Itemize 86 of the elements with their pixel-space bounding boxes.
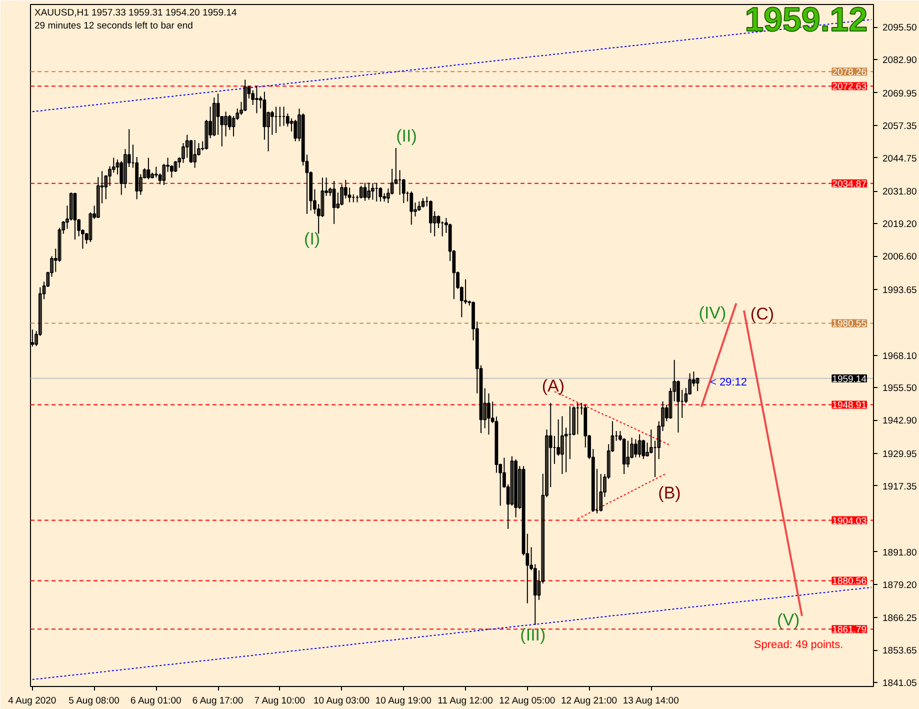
x-tick-label: 6 Aug 01:00 — [130, 696, 182, 706]
candlestick — [162, 163, 166, 186]
candlestick — [634, 438, 638, 458]
candlestick — [232, 116, 236, 137]
annotation: (V) — [777, 610, 800, 630]
y-tick-label: 1942.90 — [882, 416, 917, 427]
annotation: 1959.12 — [744, 1, 868, 40]
candlestick — [464, 278, 468, 305]
candlestick — [332, 180, 336, 224]
candlestick — [348, 187, 352, 203]
x-tick-label: 4 Aug 2020 — [8, 696, 56, 706]
y-tick-label: 2019.20 — [882, 219, 917, 230]
candlestick — [560, 416, 564, 475]
y-tick-label: 1891.80 — [882, 547, 917, 558]
ref-line-label: 1948.91 — [832, 400, 867, 412]
candlestick — [340, 184, 344, 206]
y-tick-label: 1917.35 — [882, 481, 917, 492]
candlestick — [243, 79, 247, 112]
candlestick — [626, 440, 630, 468]
x-tick-label: 5 Aug 08:00 — [68, 696, 120, 706]
annotation: Spread: 49 points. — [754, 638, 844, 651]
y-tick-label: 1853.65 — [882, 646, 917, 657]
annotation: (II) — [396, 126, 417, 146]
candlestick — [174, 160, 178, 172]
candlestick — [69, 192, 73, 222]
y-tick-label: 2006.60 — [882, 252, 917, 263]
annotation: (A) — [542, 376, 564, 396]
candlestick — [212, 96, 216, 137]
candlestick — [185, 134, 189, 158]
x-tick-label: 10 Aug 03:00 — [314, 696, 370, 706]
candlestick — [359, 185, 363, 199]
ref-line-label: 1980.55 — [832, 318, 867, 330]
ref-line-label: 2034.87 — [832, 178, 867, 190]
y-tick-label: 1968.10 — [882, 350, 917, 362]
y-tick-label: 2057.35 — [882, 120, 917, 132]
annotation: < 29:12 — [710, 376, 747, 388]
ref-line-label: 1861.79 — [832, 624, 867, 636]
candlestick — [224, 111, 228, 137]
candlestick — [193, 139, 197, 168]
ref-line-label: 2078.26 — [832, 67, 867, 78]
candlestick — [421, 198, 425, 208]
annotation: (B) — [658, 484, 681, 503]
x-tick-label: 7 Aug 10:00 — [254, 696, 306, 706]
x-tick-label: 6 Aug 17:00 — [192, 696, 244, 706]
x-tick-label: 12 Aug 21:00 — [561, 696, 618, 706]
candlestick — [146, 157, 150, 180]
ref-line-label: 1880.56 — [832, 576, 867, 588]
annotation: (III) — [520, 625, 546, 644]
ref-line-label: 1959.14 — [832, 374, 867, 385]
y-tick-label: 1866.25 — [882, 613, 917, 624]
line-series — [32, 586, 872, 680]
chart-title: XAUUSD,H1 1957.33 1959.31 1954.20 1959.14 — [34, 8, 237, 18]
x-tick-label: 13 Aug 14:00 — [622, 696, 679, 706]
candlestick — [320, 177, 324, 218]
x-tick-label: 12 Aug 05:00 — [499, 696, 556, 706]
candlestick — [88, 212, 92, 242]
ref-line-label: 1904.03 — [832, 516, 867, 527]
candlestick — [436, 214, 440, 229]
y-tick-label: 1993.65 — [882, 284, 917, 296]
candlestick — [367, 182, 371, 200]
candlestick — [429, 200, 432, 234]
candlestick — [363, 182, 367, 202]
candlestick — [204, 119, 208, 150]
x-tick-label: 10 Aug 19:00 — [375, 696, 432, 706]
y-tick-label: 1879.20 — [882, 580, 917, 591]
x-tick-label: 11 Aug 12:00 — [438, 696, 493, 706]
candlestick — [696, 377, 700, 392]
annotation: (C) — [750, 304, 774, 324]
candlestick — [638, 434, 642, 458]
y-tick-label: 2044.75 — [882, 153, 917, 164]
text: 29 minutes 12 seconds left to bar end — [34, 20, 193, 32]
candlestick — [255, 86, 258, 114]
y-tick-label: 2069.95 — [882, 88, 917, 100]
y-tick-label: 1929.95 — [882, 449, 917, 460]
candlestick — [487, 392, 490, 436]
candlestick — [189, 139, 193, 164]
annotation: (I) — [304, 230, 320, 249]
y-tick-label: 2095.50 — [882, 22, 917, 34]
y-tick-label: 2031.80 — [882, 186, 917, 198]
candlestick — [371, 182, 374, 200]
y-tick-label: 2082.90 — [882, 55, 917, 66]
y-tick-label: 1841.05 — [882, 678, 917, 690]
candlestick — [410, 190, 414, 226]
ref-line-label: 2072.63 — [832, 82, 867, 93]
y-tick-label: 1955.50 — [882, 383, 917, 394]
annotation: (IV) — [698, 304, 726, 323]
